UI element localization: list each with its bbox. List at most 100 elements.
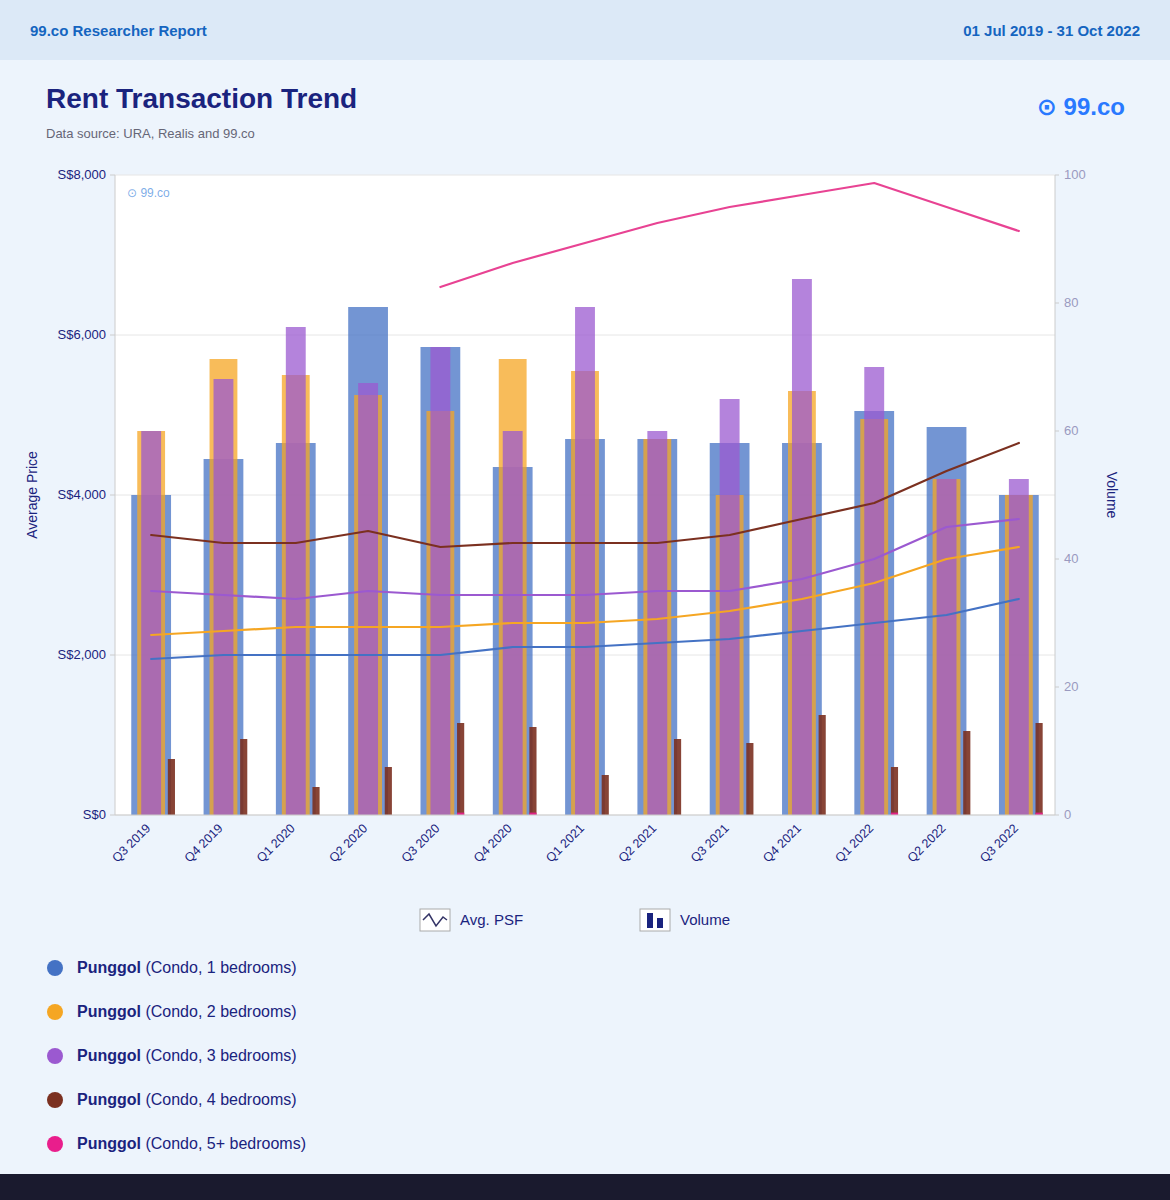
y2-tick xyxy=(1055,687,1059,688)
key-bar-icon-box xyxy=(640,909,670,931)
x-tick-label: Q1 2020 xyxy=(254,821,298,865)
legend: Punggol (Condo, 1 bedrooms)Punggol (Cond… xyxy=(47,959,306,1152)
y-tick-label: S$4,000 xyxy=(58,487,106,502)
x-tick-label: Q2 2020 xyxy=(326,821,370,865)
header-left: 99.co Researcher Report xyxy=(30,22,207,39)
y2-tick-label: 40 xyxy=(1064,551,1078,566)
y2-tick-label: 80 xyxy=(1064,295,1078,310)
legend-entry-part: Punggol xyxy=(77,1003,141,1020)
trend-line xyxy=(151,547,1019,635)
y2-tick-label: 0 xyxy=(1064,807,1071,822)
bar xyxy=(674,739,681,815)
bar xyxy=(385,767,392,815)
bar xyxy=(421,347,461,815)
legend-swatch xyxy=(47,960,63,976)
x-tick-label: Q1 2022 xyxy=(833,821,877,865)
legend-entry-part: (Condo, 4 bedrooms) xyxy=(141,1091,297,1108)
y-tick-label: S$6,000 xyxy=(58,327,106,342)
header-band xyxy=(0,0,1170,60)
bar xyxy=(933,479,961,815)
bar xyxy=(358,383,378,815)
bar xyxy=(499,359,527,815)
legend-entry-part: (Condo, 2 bedrooms) xyxy=(141,1003,297,1020)
legend-entry: Punggol (Condo, 2 bedrooms) xyxy=(77,1003,297,1020)
bar xyxy=(137,431,165,815)
bar xyxy=(1036,723,1043,815)
x-tick-label: Q2 2022 xyxy=(905,821,949,865)
x-tick-label: Q4 2021 xyxy=(760,821,804,865)
key-bar-icon xyxy=(647,913,653,928)
bar xyxy=(312,787,319,815)
footer-band xyxy=(0,1174,1170,1200)
key-line-icon-box xyxy=(420,909,450,931)
bar-series xyxy=(168,715,1043,815)
legend-entry-part: Punggol xyxy=(77,1047,141,1064)
key-line-label: Avg. PSF xyxy=(460,911,523,928)
bar xyxy=(602,775,609,815)
legend-entry: Punggol (Condo, 5+ bedrooms) xyxy=(77,1135,306,1152)
x-axis-line xyxy=(115,815,1055,816)
x-tick-label: Q4 2020 xyxy=(471,821,515,865)
legend-entry: Punggol (Condo, 4 bedrooms) xyxy=(77,1091,297,1108)
logo: ⊙ 99.co xyxy=(1037,93,1125,120)
y2-axis-label: Volume xyxy=(1104,472,1120,519)
legend-entry-part: Punggol xyxy=(77,1091,141,1108)
y-tick-label: S$2,000 xyxy=(58,647,106,662)
legend-swatch xyxy=(47,1092,63,1108)
y-tick-label: S$8,000 xyxy=(58,167,106,182)
legend-entry: Punggol (Condo, 3 bedrooms) xyxy=(77,1047,297,1064)
bar xyxy=(927,427,967,815)
grid-line xyxy=(115,815,1055,816)
x-tick-label: Q3 2019 xyxy=(109,821,153,865)
bar xyxy=(720,399,740,815)
legend-entry-part: Punggol xyxy=(77,959,141,976)
trend-line xyxy=(151,443,1019,547)
marks xyxy=(131,183,1042,815)
y-tick xyxy=(110,815,115,816)
title: Rent Transaction Trend xyxy=(46,83,357,114)
y-axis-label: Average Price xyxy=(24,451,40,539)
key-bar-icon xyxy=(657,918,663,928)
bar xyxy=(210,359,238,815)
subtitle: Data source: URA, Realis and 99.co xyxy=(46,126,255,141)
grid xyxy=(115,175,1055,815)
legend-swatch xyxy=(47,1048,63,1064)
legend-swatch xyxy=(47,1136,63,1152)
page-background xyxy=(0,0,1170,1200)
x-tick-label: Q2 2021 xyxy=(616,821,660,865)
y2-tick xyxy=(1055,431,1059,432)
x-tick-label: Q1 2021 xyxy=(543,821,587,865)
y2-tick xyxy=(1055,175,1059,176)
legend-swatch xyxy=(47,1004,63,1020)
key-bar-label: Volume xyxy=(680,911,730,928)
x-tick-label: Q3 2022 xyxy=(977,821,1021,865)
trend-line xyxy=(440,183,1018,287)
bar xyxy=(819,715,826,815)
legend-entry-part: Punggol xyxy=(77,1135,141,1152)
y-axis-line xyxy=(115,175,116,815)
chart-root: 99.co Researcher Report01 Jul 2019 - 31 … xyxy=(0,0,1170,1200)
y-tick xyxy=(110,335,115,336)
plot-background xyxy=(115,175,1055,815)
y2-axis-line xyxy=(1055,175,1056,815)
legend-entry-part: (Condo, 3 bedrooms) xyxy=(141,1047,297,1064)
bar-series xyxy=(131,307,1038,815)
x-tick-label: Q3 2020 xyxy=(399,821,443,865)
y2-tick-label: 20 xyxy=(1064,679,1078,694)
legend-entry-part: (Condo, 5+ bedrooms) xyxy=(141,1135,306,1152)
bar xyxy=(457,723,464,815)
bar xyxy=(286,327,306,815)
bar xyxy=(963,731,970,815)
y-tick-label: S$0 xyxy=(83,807,106,822)
y-tick xyxy=(110,495,115,496)
key-line-icon xyxy=(423,914,447,926)
mark-key: Avg. PSF Volume xyxy=(420,909,730,931)
bar xyxy=(348,307,388,815)
trend-line xyxy=(151,599,1019,659)
bar xyxy=(430,347,450,815)
bar xyxy=(792,279,812,815)
bar-series xyxy=(141,279,1029,815)
x-tick-label: Q3 2021 xyxy=(688,821,732,865)
bar xyxy=(529,727,536,815)
trend-line xyxy=(151,519,1019,599)
